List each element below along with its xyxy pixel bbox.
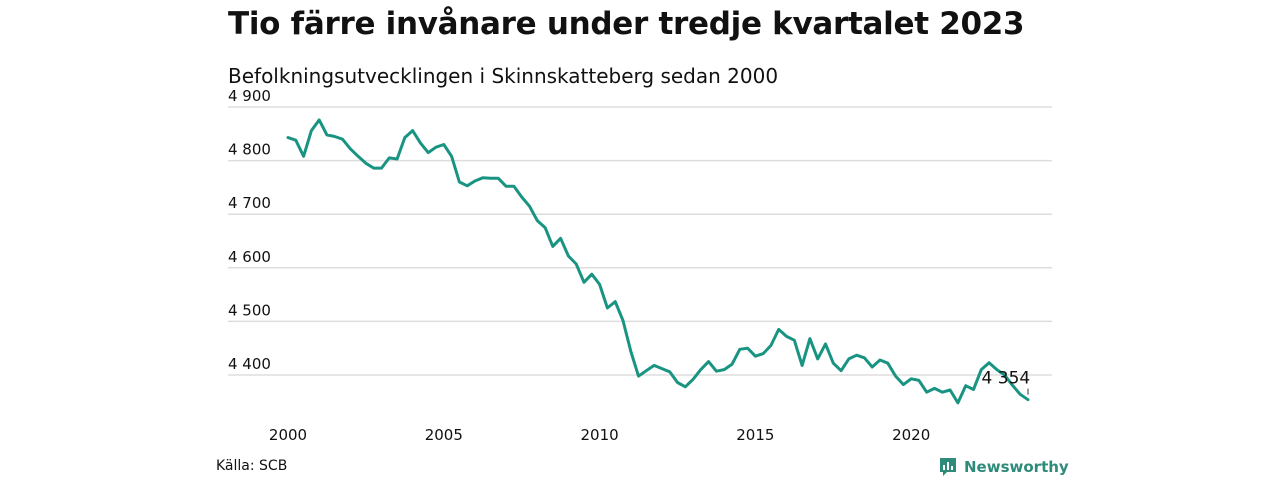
- x-axis: 2000 2005 2010 2015 2020: [269, 426, 930, 444]
- annotation-layer: 4 354: [982, 369, 1031, 395]
- last-value-label: 4 354: [982, 369, 1031, 389]
- y-tick-label: 4 400: [228, 355, 271, 373]
- series-line: [286, 118, 1030, 405]
- y-tick-label: 4 500: [228, 301, 271, 319]
- x-tick-label: 2000: [269, 426, 307, 444]
- source-note: Källa: SCB: [216, 458, 288, 474]
- chart-subtitle: Befolkningsutvecklingen i Skinnskatteber…: [228, 64, 779, 88]
- y-tick-label: 4 900: [228, 87, 271, 105]
- x-tick-label: 2020: [892, 426, 930, 444]
- grid-layer: [228, 106, 1052, 376]
- y-tick-label: 4 800: [228, 141, 271, 159]
- brand-logo[interactable]: Newsworthy: [938, 456, 1069, 478]
- brand-name: Newsworthy: [964, 458, 1069, 476]
- y-tick-label: 4 600: [228, 248, 271, 266]
- x-tick-label: 2015: [736, 426, 774, 444]
- x-tick-label: 2005: [425, 426, 463, 444]
- bar-chart-logo-icon: [940, 458, 956, 476]
- x-tick-label: 2010: [580, 426, 618, 444]
- y-tick-label: 4 700: [228, 194, 271, 212]
- series-layer: [286, 118, 1030, 405]
- y-axis: 4 400 4 500 4 600 4 700 4 800 4 900: [228, 87, 271, 373]
- chart-title: Tio färre invånare under tredje kvartale…: [228, 6, 1025, 42]
